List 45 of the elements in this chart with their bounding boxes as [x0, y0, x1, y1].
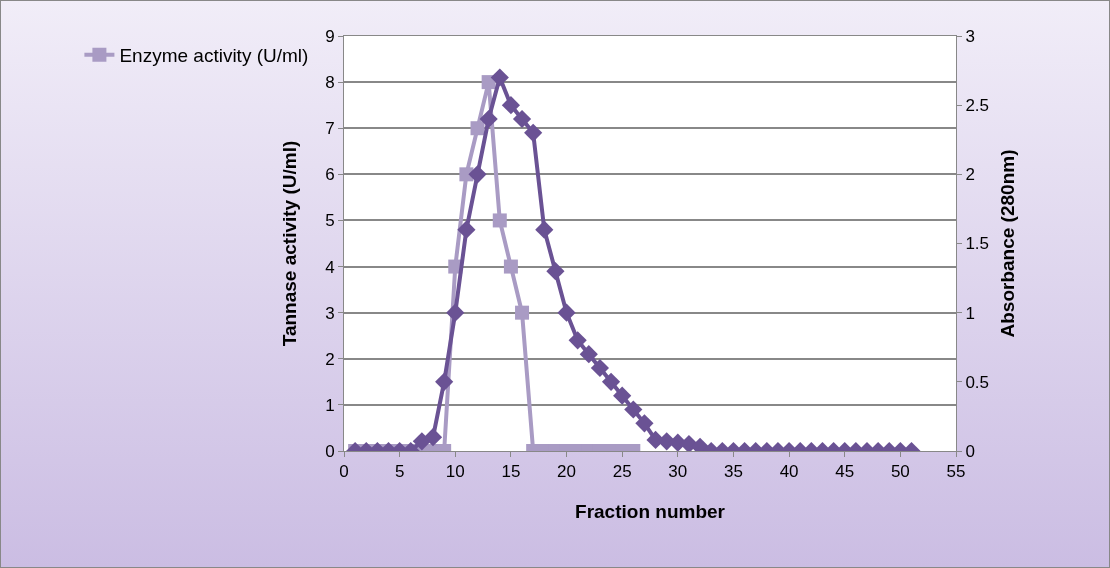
point [512, 109, 532, 129]
point [524, 123, 543, 142]
x-tick-label: 15 [501, 462, 521, 482]
point [468, 165, 487, 184]
y-tick-label: 7 [325, 119, 335, 139]
x-tick-label: 55 [946, 462, 966, 482]
point [515, 305, 530, 320]
y2-tick-label: 2.5 [965, 96, 990, 116]
y-tick-label: 9 [325, 26, 335, 46]
x-axis-title: Fraction number [575, 501, 726, 522]
y2-tick-label: 1 [965, 303, 975, 323]
x-tick-label: 40 [779, 462, 799, 482]
y-tick-label: 0 [325, 441, 335, 461]
point [503, 259, 518, 274]
y2-tick-label: 0.5 [965, 372, 990, 392]
legend-label: Enzyme activity (U/ml) [119, 45, 309, 67]
x-tick-label: 45 [835, 462, 855, 482]
y-tick-label: 1 [325, 395, 335, 415]
x-tick-label: 20 [557, 462, 577, 482]
x-tick-label: 35 [723, 462, 743, 482]
y-tick-label: 2 [325, 349, 335, 369]
point [501, 96, 521, 115]
y2-axis-title: Absorbance (280nm) [996, 149, 1018, 338]
x-tick-label: 50 [890, 462, 910, 482]
y2-tick-label: 0 [965, 441, 975, 461]
y-tick-label: 3 [325, 303, 335, 323]
x-tick-label: 10 [445, 462, 465, 482]
y-tick-label: 4 [325, 257, 335, 277]
y-tick-label: 5 [325, 211, 335, 231]
point [457, 220, 476, 239]
x-tick-label: 0 [339, 462, 349, 482]
y2-tick-label: 2 [965, 165, 975, 185]
y-axis-title: Tannase activity (U/ml) [279, 140, 300, 347]
point [470, 121, 485, 136]
point [492, 213, 507, 228]
y-tick-label: 8 [325, 73, 335, 93]
y2-tick-label: 1.5 [965, 234, 990, 254]
y-tick-label: 6 [325, 165, 335, 185]
point [535, 220, 554, 239]
point [479, 109, 498, 129]
x-tick-label: 30 [668, 462, 688, 482]
y2-tick-label: 3 [965, 26, 975, 46]
point [490, 68, 509, 87]
x-tick-label: 5 [394, 462, 405, 482]
x-tick-label: 25 [612, 462, 632, 482]
